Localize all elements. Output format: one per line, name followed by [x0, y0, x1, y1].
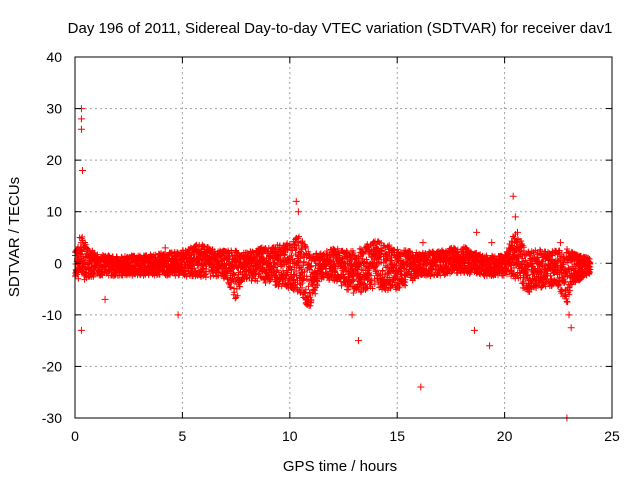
x-tick-label: 0	[71, 428, 79, 444]
sdtvar-chart: Day 196 of 2011, Sidereal Day-to-day VTE…	[0, 0, 640, 480]
chart-background	[0, 0, 640, 480]
y-tick-label: -10	[42, 307, 62, 323]
y-tick-label: -30	[42, 410, 62, 426]
chart-title: Day 196 of 2011, Sidereal Day-to-day VTE…	[68, 20, 613, 37]
y-axis-label: SDTVAR / TECUs	[6, 177, 23, 297]
y-tick-label: -20	[42, 358, 62, 374]
y-tick-label: 30	[46, 101, 62, 117]
x-tick-label: 20	[497, 428, 513, 444]
x-tick-label: 10	[282, 428, 298, 444]
x-axis-label: GPS time / hours	[283, 458, 397, 475]
y-tick-label: 40	[46, 49, 62, 65]
x-tick-label: 15	[389, 428, 405, 444]
y-tick-label: 0	[54, 255, 62, 271]
y-tick-label: 10	[46, 204, 62, 220]
y-tick-label: 20	[46, 152, 62, 168]
x-tick-label: 25	[604, 428, 620, 444]
x-tick-label: 5	[179, 428, 187, 444]
